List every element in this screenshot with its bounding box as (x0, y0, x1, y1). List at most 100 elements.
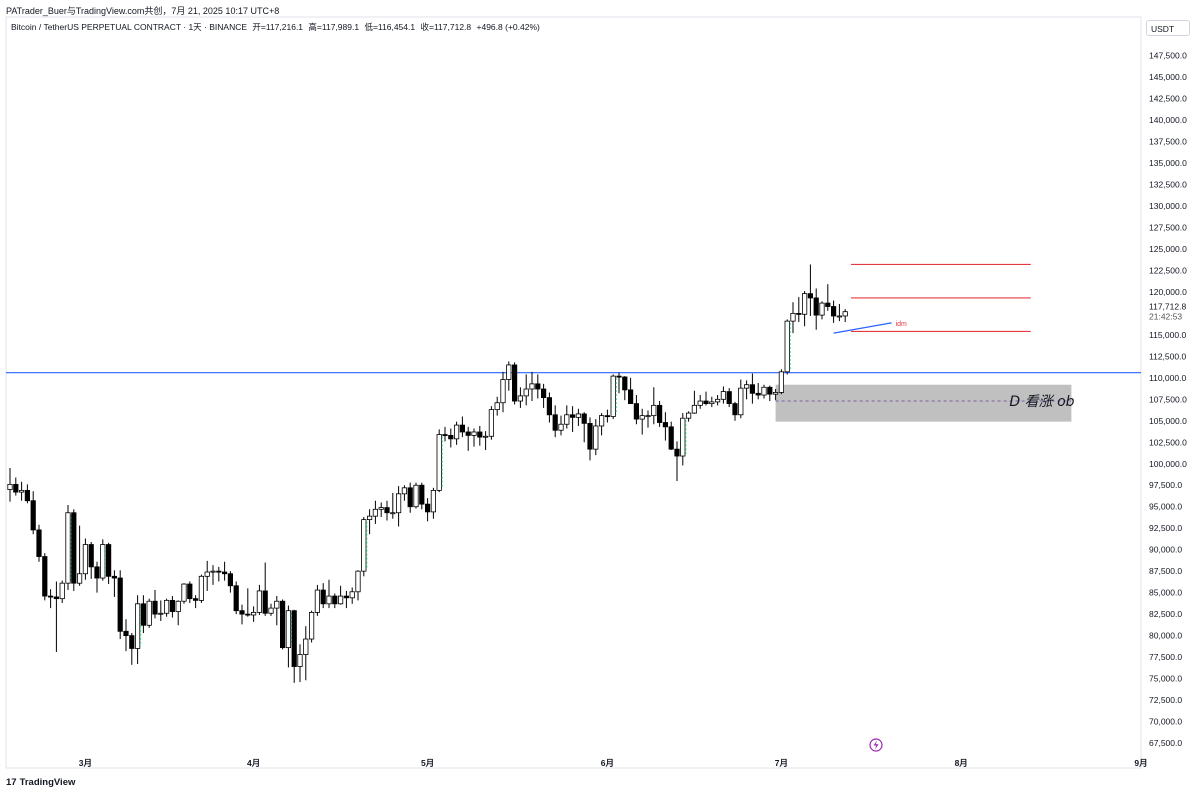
candle-body (535, 383, 541, 390)
candle (169, 596, 175, 618)
y-tick-label: 95,000.0 (1149, 502, 1182, 512)
candle-body (65, 512, 71, 584)
candle (308, 610, 315, 643)
candle (691, 390, 698, 414)
candle (738, 379, 744, 419)
candle-body (332, 595, 338, 605)
y-tick-label: 145,000.0 (1149, 72, 1187, 82)
candle (42, 553, 48, 601)
y-tick-label: 142,500.0 (1149, 94, 1187, 104)
y-tick-label: 100,000.0 (1149, 459, 1187, 469)
candle (529, 371, 535, 402)
candle (233, 581, 239, 615)
y-tick-label: 147,500.0 (1149, 51, 1187, 61)
legend-close: 收=117,712.8 (420, 22, 472, 32)
candle (216, 566, 222, 582)
candle (407, 482, 413, 513)
candle (326, 579, 332, 609)
y-tick-label: 115,000.0 (1149, 330, 1186, 340)
candle (593, 419, 599, 456)
candle-body (517, 395, 524, 402)
candle (825, 284, 831, 311)
candle (378, 502, 384, 518)
candle-body (111, 575, 117, 579)
candle-body (761, 386, 767, 396)
candle (152, 590, 158, 619)
legend-high: 高=117,989.1 (308, 22, 360, 32)
currency-selector[interactable]: USDT (1146, 20, 1190, 36)
y-tick-label: 92,500.0 (1149, 523, 1182, 533)
y-tick-label: 137,500.0 (1149, 137, 1187, 147)
candle (506, 361, 512, 391)
candle (65, 505, 72, 591)
candle (720, 386, 727, 404)
candle (175, 600, 181, 626)
candle (575, 408, 582, 426)
candle-body (106, 544, 112, 577)
candle (111, 570, 117, 597)
candle (413, 482, 419, 509)
candle (633, 395, 640, 425)
candle-body (651, 404, 657, 417)
candle (314, 584, 321, 616)
candle-body (662, 422, 669, 428)
candle (477, 425, 483, 446)
legend-symbol[interactable]: Bitcoin / TetherUS PERPETUAL CONTRACT · … (11, 22, 248, 32)
candle-body (842, 311, 848, 317)
candle (755, 382, 761, 400)
candle-body (407, 487, 413, 508)
candle-body (558, 423, 564, 431)
candle (436, 429, 443, 493)
idm-label: idm (896, 321, 907, 328)
candle-body (7, 483, 13, 490)
bullish-ob-zone[interactable] (775, 384, 1072, 422)
symbol-legend: Bitcoin / TetherUS PERPETUAL CONTRACT · … (11, 21, 543, 33)
candle (419, 482, 425, 510)
candle-body (512, 364, 518, 402)
candle (366, 509, 373, 535)
candle (796, 297, 802, 322)
y-tick-label: 87,500.0 (1149, 566, 1182, 576)
candle (279, 599, 286, 650)
candle (761, 384, 767, 399)
candle-body (807, 293, 814, 299)
y-tick-label: 120,000.0 (1149, 287, 1187, 297)
candle-body (697, 400, 703, 406)
candle-body (123, 630, 129, 637)
candle (395, 486, 402, 527)
candle (802, 291, 808, 327)
lightning-icon[interactable] (869, 738, 883, 752)
candle-body (749, 384, 756, 394)
candle (546, 392, 553, 423)
candle (732, 401, 738, 421)
x-tick-label: 6月 (601, 758, 614, 768)
candle-body (604, 415, 611, 418)
idm-line[interactable] (833, 322, 892, 334)
y-tick-label: 82,500.0 (1149, 609, 1182, 619)
candle (599, 413, 605, 436)
candle (7, 468, 13, 502)
y-tick-label: 72,500.0 (1149, 695, 1182, 705)
candle-body (297, 654, 303, 667)
candle-body (82, 544, 88, 575)
candle-body (419, 484, 425, 505)
candle-body (836, 315, 843, 318)
tradingview-brand[interactable]: 17 TradingView (6, 777, 75, 788)
candle-body (24, 489, 31, 502)
candle-body (732, 403, 738, 416)
candle-body (59, 582, 65, 600)
candle (256, 584, 263, 615)
candle-body (657, 404, 663, 423)
candle-body (192, 598, 199, 601)
candle (453, 421, 460, 445)
candle-body (819, 302, 825, 316)
candle (94, 561, 100, 593)
y-tick-label: 77,500.0 (1149, 652, 1182, 662)
candle (807, 264, 814, 316)
candle (24, 484, 31, 504)
candle-body (755, 392, 761, 396)
candle-body (680, 417, 686, 457)
y-tick-label: 110,000.0 (1149, 373, 1186, 383)
candle-body (488, 409, 495, 437)
